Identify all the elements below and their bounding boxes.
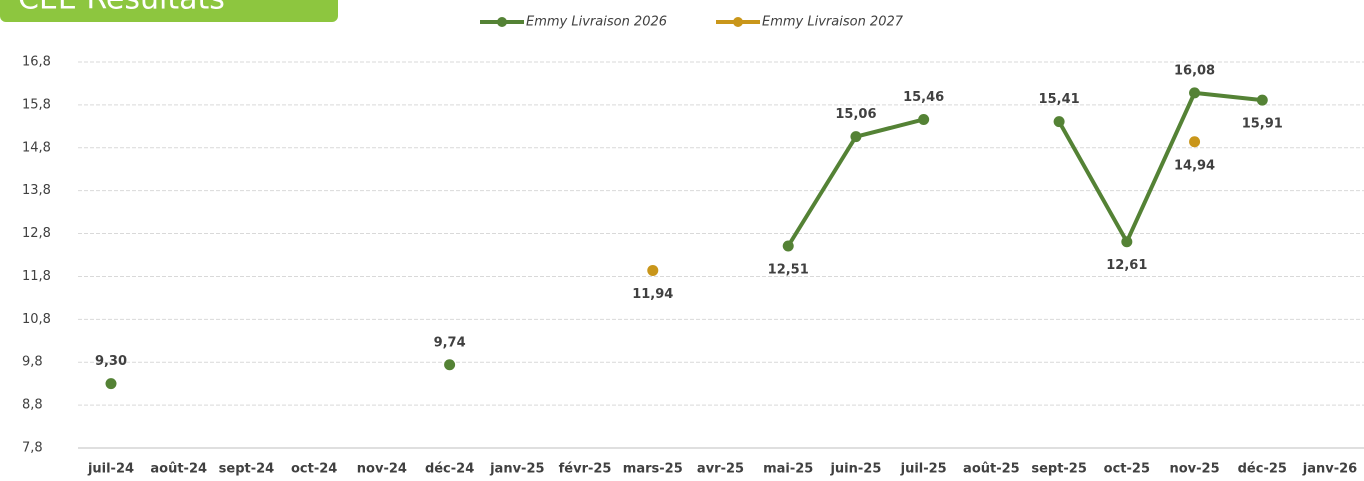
x-tick-label: janv-25 bbox=[489, 462, 544, 477]
y-tick-label: 14,8 bbox=[22, 140, 51, 155]
point bbox=[1256, 94, 1268, 106]
y-tick-label: 10,8 bbox=[22, 312, 51, 327]
y-tick-label: 16,8 bbox=[22, 55, 51, 70]
point bbox=[1189, 136, 1201, 148]
legend-label: Emmy Livraison 2027 bbox=[762, 15, 904, 30]
y-tick-label: 12,8 bbox=[22, 226, 51, 241]
data-label: 9,74 bbox=[434, 335, 466, 350]
series-line bbox=[1057, 90, 1263, 244]
data-label: 16,08 bbox=[1174, 63, 1215, 78]
legend-marker bbox=[733, 17, 743, 27]
point bbox=[647, 264, 659, 276]
legend-label: Emmy Livraison 2026 bbox=[526, 15, 667, 30]
x-tick-label: oct-24 bbox=[291, 462, 337, 477]
badge-text: CEE Résultats bbox=[18, 0, 225, 17]
x-tick-label: juil-24 bbox=[87, 462, 134, 477]
data-label: 9,30 bbox=[95, 354, 127, 369]
data-label: 15,41 bbox=[1039, 92, 1080, 107]
x-tick-label: oct-25 bbox=[1104, 462, 1150, 477]
point bbox=[105, 378, 117, 390]
data-label: 15,91 bbox=[1242, 117, 1283, 132]
point bbox=[1189, 87, 1201, 99]
x-tick-label: sept-24 bbox=[219, 462, 275, 477]
x-tick-label: janv-26 bbox=[1302, 462, 1357, 477]
x-tick-label: févr-25 bbox=[559, 462, 612, 477]
point bbox=[444, 359, 456, 371]
data-label: 14,94 bbox=[1174, 158, 1215, 173]
x-tick-label: nov-24 bbox=[357, 462, 407, 477]
x-tick-label: nov-25 bbox=[1169, 462, 1219, 477]
y-tick-label: 11,8 bbox=[22, 269, 51, 284]
x-tick-label: juin-25 bbox=[829, 462, 881, 477]
y-tick-label: 7,8 bbox=[22, 441, 43, 456]
x-tick-label: déc-25 bbox=[1238, 462, 1287, 477]
x-tick-label: juil-25 bbox=[900, 462, 947, 477]
y-tick-label: 9,8 bbox=[22, 355, 43, 370]
x-tick-label: août-25 bbox=[963, 462, 1020, 477]
y-tick-label: 13,8 bbox=[22, 183, 51, 198]
x-tick-label: août-24 bbox=[150, 462, 207, 477]
point bbox=[918, 113, 930, 125]
point bbox=[1121, 236, 1133, 248]
data-label: 11,94 bbox=[632, 287, 673, 302]
point bbox=[1053, 116, 1065, 128]
data-label: 15,06 bbox=[835, 107, 876, 122]
x-tick-label: mai-25 bbox=[763, 462, 813, 477]
x-tick-label: mars-25 bbox=[623, 462, 683, 477]
x-tick-label: avr-25 bbox=[697, 462, 744, 477]
badge bbox=[0, 0, 338, 22]
data-label: 12,51 bbox=[768, 262, 809, 277]
point bbox=[782, 240, 794, 252]
data-label: 15,46 bbox=[903, 90, 944, 105]
legend-marker bbox=[497, 17, 507, 27]
x-tick-label: déc-24 bbox=[425, 462, 474, 477]
data-label: 12,61 bbox=[1106, 258, 1147, 273]
point bbox=[850, 131, 862, 143]
y-tick-label: 8,8 bbox=[22, 398, 43, 413]
x-tick-label: sept-25 bbox=[1031, 462, 1087, 477]
y-tick-label: 15,8 bbox=[22, 97, 51, 112]
